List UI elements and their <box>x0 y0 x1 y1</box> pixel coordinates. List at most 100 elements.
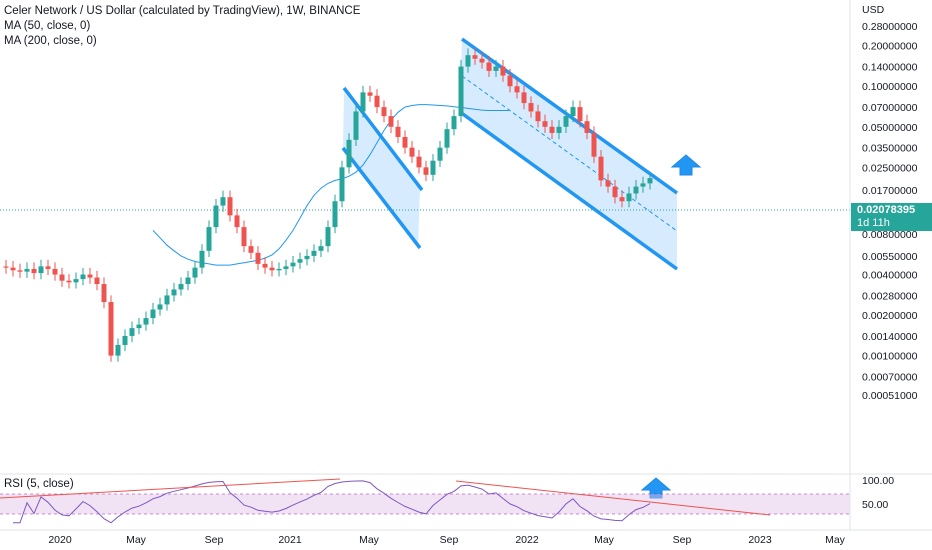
y-tick-label: 0.03500000 <box>862 143 918 155</box>
candle-body <box>115 344 121 356</box>
channel-lower-line <box>341 146 422 250</box>
x-tick-label: Sep <box>205 534 224 546</box>
x-tick-label: May <box>126 534 147 546</box>
candle-body <box>353 111 359 140</box>
y-tick-label: 0.00800000 <box>862 229 918 241</box>
divergence-line <box>0 478 341 499</box>
candle-body <box>206 227 212 251</box>
candle-body <box>297 259 303 263</box>
candle-body <box>500 66 506 76</box>
time-axis[interactable]: 2020 May Sep 2021 May Sep 2022 May Sep 2023 May <box>48 534 845 546</box>
candle-body <box>570 107 576 117</box>
moving-average-layer <box>152 104 509 266</box>
candle-body <box>332 201 338 228</box>
candle-body <box>437 147 443 161</box>
candle-body <box>514 86 520 93</box>
y-tick-label: 0.00200000 <box>862 310 918 322</box>
rsi-tick-label: 50.00 <box>862 499 888 511</box>
candle-body <box>262 263 268 268</box>
candle-body <box>549 126 555 133</box>
rsi-line <box>13 480 651 524</box>
candle-body <box>234 215 240 228</box>
candle-body <box>304 255 310 260</box>
candle-body <box>409 147 415 157</box>
candle-body <box>318 246 324 251</box>
candle-body <box>374 95 380 108</box>
price-axis[interactable]: USD 0.28000000 0.20000000 0.14000000 0.10000… <box>862 4 918 511</box>
candle-body <box>444 129 450 148</box>
candle-body <box>311 250 317 256</box>
y-tick-label: 0.00400000 <box>862 270 918 282</box>
chart-title: Celer Network / US Dollar (calculated by… <box>4 5 361 17</box>
candle-body <box>199 250 205 268</box>
x-tick-label: May <box>594 534 615 546</box>
x-tick-label: Sep <box>673 534 692 546</box>
candle-body <box>472 55 478 59</box>
candle-body <box>143 318 149 325</box>
candle-body <box>493 66 499 71</box>
candle-body <box>584 121 590 133</box>
channel-fill <box>460 40 677 268</box>
candle-body <box>465 55 471 67</box>
candle-body <box>430 160 436 175</box>
candle-body <box>479 58 485 63</box>
candle-body <box>31 268 37 274</box>
candle-body <box>563 116 569 127</box>
candle-body <box>423 167 429 175</box>
candle-body <box>213 205 219 228</box>
candle-body <box>101 284 107 303</box>
candle-body <box>290 262 296 267</box>
chart-legend: Celer Network / US Dollar (calculated by… <box>4 4 360 49</box>
x-tick-label: May <box>359 534 380 546</box>
candle-body <box>528 103 534 112</box>
candle-body <box>367 92 373 96</box>
candle-body <box>241 227 247 247</box>
y-tick-label: 0.00051000 <box>862 390 918 402</box>
candle-body <box>619 197 625 202</box>
last-price-value: 0.02078395 <box>857 204 916 216</box>
candle-body <box>164 295 170 305</box>
candle-body <box>45 266 51 269</box>
candle-body <box>87 274 93 278</box>
x-tick-label: 2023 <box>748 534 772 546</box>
candle-body <box>17 270 23 272</box>
candle-body <box>66 280 72 283</box>
channel-layer <box>0 37 850 271</box>
y-tick-label: 0.00140000 <box>862 331 918 343</box>
x-tick-label: 2020 <box>48 534 72 546</box>
candle-body <box>633 186 639 194</box>
rsi-pane <box>0 0 932 531</box>
candle-body <box>626 193 632 202</box>
candle-body <box>227 197 233 216</box>
candle-body <box>591 132 597 157</box>
candle-body <box>416 156 422 168</box>
y-tick-label: 0.00070000 <box>862 372 918 384</box>
rsi-tick-label: 100.00 <box>862 475 894 487</box>
y-tick-label: 0.14000000 <box>862 62 918 74</box>
candle-body <box>451 116 457 130</box>
candle-body <box>178 284 184 290</box>
rsi-legend: RSI (5, close) <box>4 478 74 490</box>
candle-body <box>535 111 541 122</box>
candle-body <box>486 62 492 71</box>
bar-countdown: 1d 11h <box>857 217 890 229</box>
candle-body <box>24 268 30 272</box>
channel-lower-line <box>458 110 679 271</box>
y-tick-label: 0.20000000 <box>862 41 918 53</box>
y-tick-label: 0.00550000 <box>862 251 918 263</box>
candle-body <box>255 252 261 264</box>
candle-body <box>52 268 58 275</box>
candle-body <box>150 309 156 319</box>
candle-body <box>598 156 604 181</box>
candle-body <box>325 227 331 247</box>
candle-body <box>381 107 387 117</box>
candle-body <box>80 274 86 280</box>
channel-upper-line <box>460 37 679 195</box>
candle-body <box>605 180 611 187</box>
ma50-legend: MA (50, close, 0) <box>4 20 91 32</box>
channel-midline <box>461 75 678 232</box>
candle-body <box>122 335 128 345</box>
candle-body <box>647 178 653 184</box>
candle-body <box>283 266 289 269</box>
